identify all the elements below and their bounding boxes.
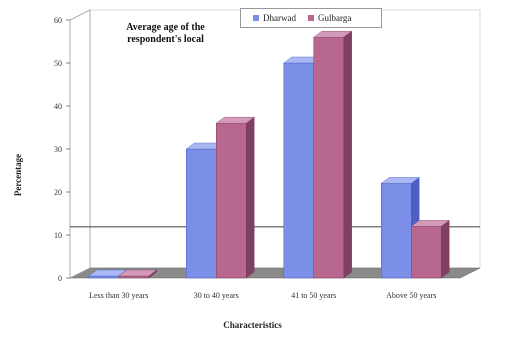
legend-item-series-1: Dharwad bbox=[253, 13, 296, 23]
bar-0-2 bbox=[283, 62, 314, 279]
x-tick-label-3: Above 50 years bbox=[386, 291, 436, 300]
bar-1-2 bbox=[313, 36, 344, 279]
legend-label-series-1: Dharwad bbox=[263, 13, 296, 23]
legend-item-series-2: Gulbarga bbox=[308, 13, 351, 23]
y-tick-label-3: 30 bbox=[54, 145, 62, 154]
y-tick-label-1: 10 bbox=[54, 231, 62, 240]
legend-label-series-2: Gulbarga bbox=[318, 13, 352, 23]
x-axis-label: Characteristics bbox=[223, 320, 282, 330]
y-tick-label-6: 60 bbox=[54, 16, 62, 25]
y-axis-label: Percentage bbox=[13, 153, 23, 197]
legend: Dharwad Gulbarga bbox=[240, 8, 382, 28]
x-tick-label-1: 30 to 40 years bbox=[194, 291, 239, 300]
y-tick-label-4: 40 bbox=[54, 102, 62, 111]
legend-swatch-series-2 bbox=[308, 15, 314, 21]
bar-0-1 bbox=[186, 148, 217, 279]
bar-0-0 bbox=[88, 275, 119, 279]
y-tick-label-2: 20 bbox=[54, 188, 62, 197]
bar-side-1-3 bbox=[441, 219, 450, 279]
bar-side-1-2 bbox=[343, 30, 352, 279]
x-tick-label-0: Less than 30 years bbox=[89, 291, 148, 300]
bar-1-0 bbox=[118, 275, 149, 279]
x-tick-label-2: 41 to 50 years bbox=[291, 291, 336, 300]
chart-title: Average age of the respondent's local bbox=[126, 22, 205, 45]
legend-swatch-series-1 bbox=[253, 15, 259, 21]
bar-1-1 bbox=[216, 122, 247, 279]
bar-0-3 bbox=[381, 183, 412, 279]
bar-1-3 bbox=[411, 226, 442, 279]
bar-side-1-1 bbox=[246, 116, 255, 279]
plot-left-wall bbox=[69, 9, 91, 279]
y-tick-label-5: 50 bbox=[54, 59, 62, 68]
bar-side-1-0 bbox=[148, 269, 157, 279]
y-tick-label-0: 0 bbox=[58, 274, 62, 283]
